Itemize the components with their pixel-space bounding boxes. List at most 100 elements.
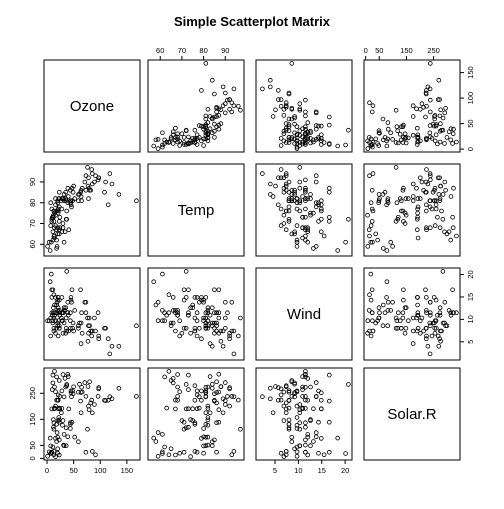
point-temp-ozone-81 <box>83 188 89 193</box>
point-wind-temp-82 <box>238 315 243 321</box>
point-temp-solar-r-41 <box>437 175 442 181</box>
point-wind-ozone-50 <box>78 287 83 293</box>
point-solar-r-temp-38 <box>207 374 213 379</box>
point-wind-ozone-73 <box>76 323 81 329</box>
point-wind-temp-71 <box>203 310 209 316</box>
point-solar-r-temp-102 <box>173 397 178 403</box>
point-temp-ozone-84 <box>89 167 94 172</box>
point-solar-r-wind-37 <box>270 410 276 416</box>
point-ozone-wind-86 <box>303 97 308 103</box>
point-solar-r-temp-34 <box>210 385 215 391</box>
point-wind-ozone-61 <box>49 310 55 316</box>
point-ozone-solar-r-81 <box>369 109 375 115</box>
point-wind-ozone-84 <box>89 333 94 339</box>
point-temp-ozone-100 <box>51 219 57 224</box>
point-ozone-wind-7 <box>343 142 348 148</box>
point-ozone-solar-r-17 <box>365 146 371 151</box>
point-ozone-wind-87 <box>281 107 287 112</box>
point-temp-solar-r-51 <box>365 212 370 218</box>
point-wind-ozone-45 <box>48 315 53 321</box>
point-ozone-temp-19 <box>160 144 165 150</box>
point-ozone-solar-r-34 <box>436 77 442 83</box>
point-ozone-solar-r-27 <box>451 126 456 132</box>
point-wind-solar-r-33 <box>400 315 406 321</box>
point-solar-r-wind-101 <box>313 394 319 400</box>
point-wind-temp-45 <box>201 315 206 321</box>
point-temp-solar-r-111 <box>402 221 408 226</box>
point-wind-solar-r-56 <box>421 328 426 334</box>
point-temp-ozone-110 <box>52 235 57 241</box>
point-ozone-temp-90 <box>216 122 222 128</box>
point-temp-wind-92 <box>316 200 321 206</box>
ytick-label-wind-3: 20 <box>466 270 475 278</box>
point-wind-temp-0 <box>173 328 178 334</box>
point-temp-solar-r-76 <box>394 200 400 206</box>
point-solar-r-temp-88 <box>229 394 235 399</box>
ytick-label-solar-r-0: 0 <box>28 456 37 460</box>
point-solar-r-wind-36 <box>292 394 297 400</box>
point-temp-ozone-111 <box>60 221 66 226</box>
point-solar-r-ozone-6 <box>54 430 60 435</box>
point-wind-solar-r-90 <box>401 287 406 293</box>
point-ozone-temp-85 <box>231 103 237 108</box>
point-temp-solar-r-49 <box>414 185 419 191</box>
point-ozone-wind-34 <box>267 77 273 83</box>
point-ozone-solar-r-75 <box>377 131 382 136</box>
point-wind-solar-r-7 <box>368 271 374 277</box>
point-wind-solar-r-62 <box>384 295 389 300</box>
point-temp-wind-29 <box>318 206 324 212</box>
point-wind-solar-r-50 <box>423 287 428 293</box>
point-solar-r-wind-42 <box>283 410 289 416</box>
point-temp-solar-r-34 <box>436 192 442 197</box>
point-wind-solar-r-30 <box>440 269 446 274</box>
point-temp-solar-r-79 <box>433 202 439 208</box>
point-solar-r-ozone-74 <box>56 437 62 443</box>
point-solar-r-wind-39 <box>273 384 278 389</box>
point-temp-wind-107 <box>316 219 321 224</box>
point-ozone-temp-11 <box>153 137 159 143</box>
point-wind-temp-22 <box>203 295 209 300</box>
point-wind-temp-47 <box>205 305 211 311</box>
point-ozone-wind-14 <box>335 143 341 149</box>
point-temp-solar-r-26 <box>442 179 448 185</box>
point-temp-wind-73 <box>289 192 295 197</box>
point-solar-r-wind-92 <box>316 450 321 456</box>
point-ozone-wind-114 <box>305 136 311 142</box>
point-solar-r-temp-72 <box>205 415 211 420</box>
point-solar-r-temp-81 <box>214 449 219 455</box>
point-wind-ozone-75 <box>61 310 66 316</box>
point-wind-temp-61 <box>194 310 200 316</box>
point-temp-solar-r-42 <box>410 181 416 187</box>
point-wind-temp-88 <box>229 299 235 305</box>
point-wind-ozone-83 <box>107 351 113 357</box>
point-temp-wind-94 <box>308 210 313 216</box>
point-wind-temp-85 <box>231 328 237 334</box>
point-solar-r-wind-112 <box>311 406 316 412</box>
point-temp-ozone-45 <box>48 200 53 206</box>
point-ozone-wind-81 <box>303 109 308 115</box>
point-wind-ozone-97 <box>55 295 61 300</box>
point-ozone-temp-83 <box>231 86 237 92</box>
point-solar-r-ozone-14 <box>47 435 53 441</box>
point-solar-r-wind-41 <box>275 385 281 390</box>
xtick-label-temp-2: 80 <box>199 46 207 55</box>
point-temp-wind-1 <box>286 217 292 222</box>
point-temp-solar-r-82 <box>393 165 399 170</box>
point-ozone-wind-103 <box>283 140 289 145</box>
point-solar-r-ozone-16 <box>50 444 56 450</box>
point-temp-solar-r-44 <box>410 198 416 204</box>
point-temp-ozone-26 <box>82 179 88 185</box>
point-ozone-wind-88 <box>313 109 319 115</box>
point-wind-temp-80 <box>203 323 209 329</box>
point-solar-r-temp-92 <box>201 450 206 456</box>
point-temp-wind-67 <box>297 179 303 185</box>
point-wind-solar-r-108 <box>376 315 382 321</box>
point-wind-ozone-63 <box>86 323 91 329</box>
point-ozone-solar-r-60 <box>385 126 391 132</box>
point-solar-r-wind-34 <box>267 385 273 391</box>
point-ozone-solar-r-91 <box>376 130 382 136</box>
point-wind-ozone-108 <box>63 315 69 321</box>
point-wind-solar-r-12 <box>454 310 459 316</box>
point-wind-solar-r-79 <box>433 297 439 303</box>
point-ozone-solar-r-32 <box>395 140 401 146</box>
